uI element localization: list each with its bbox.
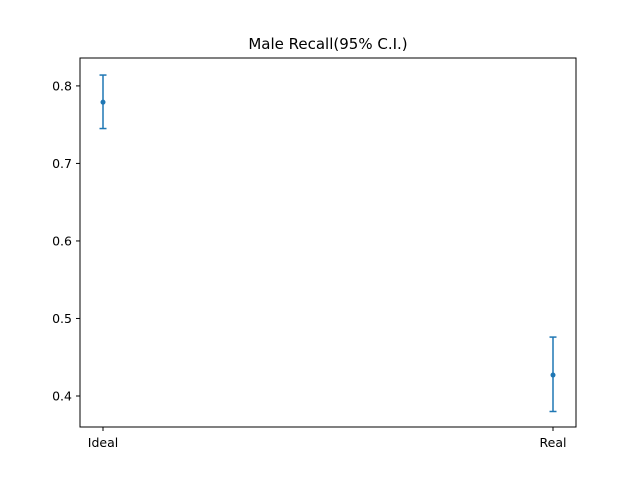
y-tick-label: 0.5 [52, 311, 72, 326]
y-tick-label: 0.6 [52, 233, 72, 248]
chart-title: Male Recall(95% C.I.) [248, 35, 407, 53]
y-tick-label: 0.4 [52, 388, 72, 403]
plot-area-frame [79, 57, 577, 428]
data-point [100, 99, 106, 105]
y-tick-label: 0.7 [52, 156, 72, 171]
data-point [550, 372, 556, 378]
y-axis: 0.4 0.5 0.6 0.7 0.8 [52, 78, 80, 403]
error-bar-real [549, 336, 557, 413]
x-axis: Ideal Real [88, 427, 567, 450]
y-tick-label: 0.8 [52, 78, 72, 93]
x-tick-label: Ideal [88, 435, 118, 450]
error-bar-ideal [99, 74, 107, 130]
x-tick-label: Real [540, 435, 567, 450]
error-bar-marks [99, 74, 557, 413]
